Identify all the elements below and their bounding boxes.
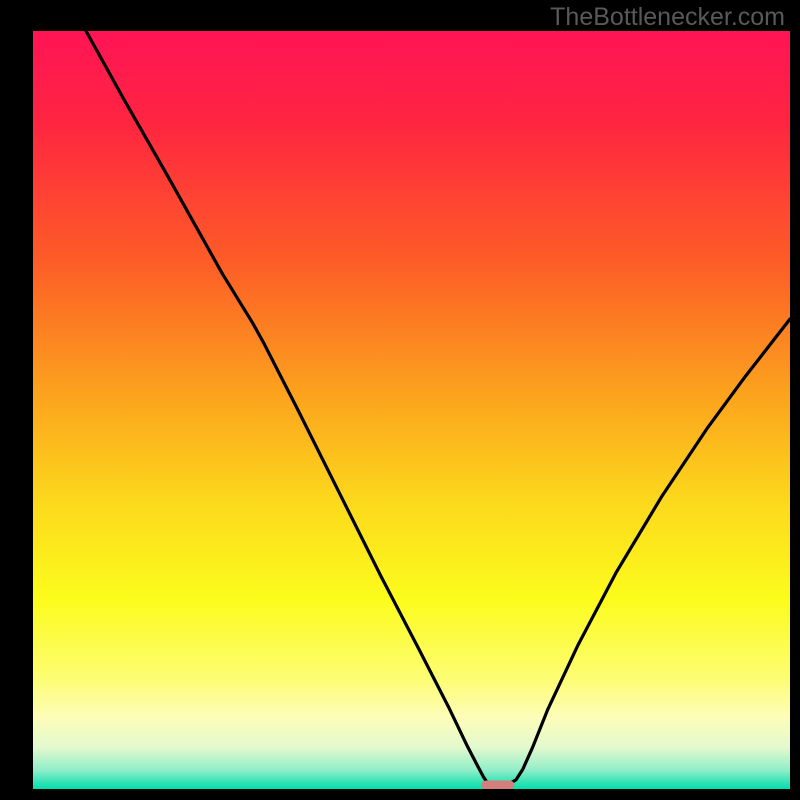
- watermark-text: TheBottlenecker.com: [550, 3, 785, 32]
- plot-svg: [33, 31, 790, 789]
- gradient-background: [33, 31, 790, 789]
- plot-area: [33, 31, 790, 789]
- optimum-marker: [481, 780, 514, 789]
